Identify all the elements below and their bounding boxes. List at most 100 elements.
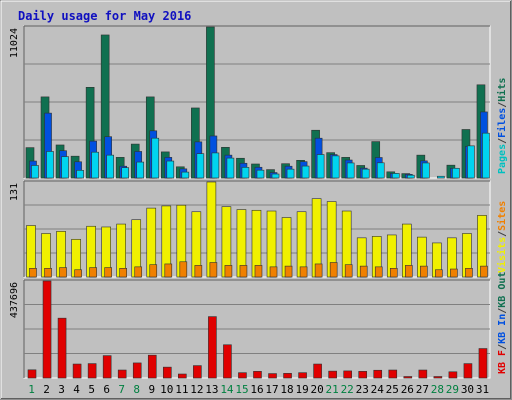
bar-sites-day-23: [359, 265, 368, 278]
bar-kb-f-day-22: [343, 370, 352, 379]
bar-sites-day-7: [119, 267, 127, 278]
bar-pages-day-22: [346, 162, 355, 179]
day-label-10: 10: [160, 383, 173, 396]
legend-entry: /: [497, 102, 508, 108]
bar-sites-day-4: [74, 269, 82, 278]
bar-sites-day-19: [299, 266, 308, 278]
bar-sites-day-31: [480, 265, 488, 278]
bar-kb-f-day-3: [57, 317, 67, 379]
bar-kb-f-day-31: [478, 348, 488, 379]
day-label-26: 26: [401, 383, 414, 396]
bar-sites-day-5: [89, 267, 97, 278]
bar-sites-day-18: [284, 265, 293, 278]
bar-sites-day-21: [329, 262, 338, 278]
bars: [26, 181, 488, 278]
legend-entry: Hits: [496, 78, 508, 102]
y-max-label: 131: [9, 183, 20, 201]
bar-pages-day-12: [196, 153, 205, 179]
day-label-13: 13: [205, 383, 218, 396]
bar-pages-day-16: [256, 169, 265, 179]
bar-kb-f-day-26: [403, 376, 413, 379]
bar-pages-day-9: [151, 137, 160, 179]
bar-pages-day-3: [61, 156, 69, 179]
bar-pages-day-4: [76, 170, 84, 179]
bar-pages-day-29: [452, 167, 460, 179]
bar-kb-f-day-20: [313, 363, 322, 379]
bar-sites-day-16: [254, 265, 263, 278]
bar-sites-day-22: [344, 264, 353, 278]
bar-sites-day-11: [179, 261, 188, 278]
bar-kb-f-day-9: [147, 354, 157, 379]
day-label-17: 17: [265, 383, 278, 396]
x-axis-day-labels: 1 2 3 4 5 6 7 8 9 10 11 12 13 14 15 16 17 18 19 20 21 22 23 24 2…: [28, 383, 489, 396]
day-label-12: 12: [190, 383, 203, 396]
bar-sites-day-29: [450, 268, 458, 278]
legend-entry: /: [497, 138, 508, 144]
bar-kb-f-day-13: [208, 316, 217, 379]
panel-2: 131 Visits/Sites: [9, 180, 508, 278]
day-label-8: 8: [133, 383, 140, 396]
bar-kb-f-day-29: [448, 371, 458, 379]
bar-kb-f-day-4: [72, 363, 82, 379]
chart-panels: 11024Pages/Files/Hits131Visits/Sites4376…: [9, 25, 508, 379]
bars: [25, 26, 490, 179]
day-label-20: 20: [311, 383, 324, 396]
y-max-label: 437696: [9, 282, 20, 318]
bar-kb-f-day-25: [388, 369, 398, 379]
bar-kb-f-day-19: [298, 372, 307, 379]
day-label-14: 14: [220, 383, 234, 396]
bar-kb-f-day-8: [132, 362, 142, 379]
day-label-30: 30: [461, 383, 474, 396]
bar-sites-day-24: [374, 266, 383, 278]
bar-pages-day-30: [467, 145, 475, 179]
bar-sites-day-28: [435, 269, 443, 278]
day-label-31: 31: [476, 383, 489, 396]
bar-kb-f-day-28: [433, 376, 443, 379]
legend-entry: /: [497, 231, 508, 237]
bar-sites-day-9: [149, 264, 158, 278]
day-label-1: 1: [28, 383, 35, 396]
legend-entry: KB Out: [497, 272, 508, 308]
day-label-19: 19: [295, 383, 308, 396]
day-label-6: 6: [103, 383, 110, 396]
bar-kb-f-day-15: [238, 372, 247, 379]
bar-kb-f-day-6: [102, 355, 112, 379]
bars: [27, 280, 488, 379]
day-label-2: 2: [43, 383, 50, 396]
bar-pages-day-15: [241, 167, 250, 179]
bar-pages-day-21: [331, 155, 340, 179]
bar-sites-day-10: [164, 263, 173, 278]
bar-sites-day-1: [29, 267, 37, 278]
bar-kb-f-day-10: [162, 366, 172, 379]
bar-pages-day-27: [422, 162, 430, 179]
legend-entry: KB In: [497, 314, 508, 344]
bar-pages-day-10: [166, 160, 175, 179]
bar-pages-day-26: [407, 174, 415, 179]
bar-sites-day-30: [465, 267, 473, 278]
day-label-18: 18: [280, 383, 293, 396]
bar-kb-f-day-30: [463, 363, 473, 379]
bar-sites-day-27: [420, 265, 428, 278]
day-label-29: 29: [446, 383, 459, 396]
bar-pages-day-7: [121, 167, 129, 179]
legend: KB F/KB In/KB Out: [497, 272, 508, 374]
legend-entry: KB F: [497, 350, 508, 374]
bar-kb-f-day-14: [223, 344, 232, 379]
day-label-23: 23: [356, 383, 369, 396]
bar-kb-f-day-11: [178, 373, 187, 379]
bar-pages-day-1: [31, 165, 39, 179]
day-label-7: 7: [118, 383, 125, 396]
day-label-22: 22: [341, 383, 354, 396]
legend-entry: /: [497, 344, 508, 350]
bar-pages-day-18: [286, 168, 295, 179]
bar-pages-day-25: [391, 173, 400, 179]
bar-sites-day-8: [134, 266, 143, 278]
bar-kb-f-day-16: [253, 371, 262, 379]
bar-kb-f-day-7: [117, 369, 127, 379]
bar-kb-f-day-24: [373, 369, 383, 379]
bar-sites-day-14: [224, 265, 233, 278]
legend-entry: Visits: [496, 237, 508, 273]
bar-pages-day-19: [301, 165, 310, 179]
